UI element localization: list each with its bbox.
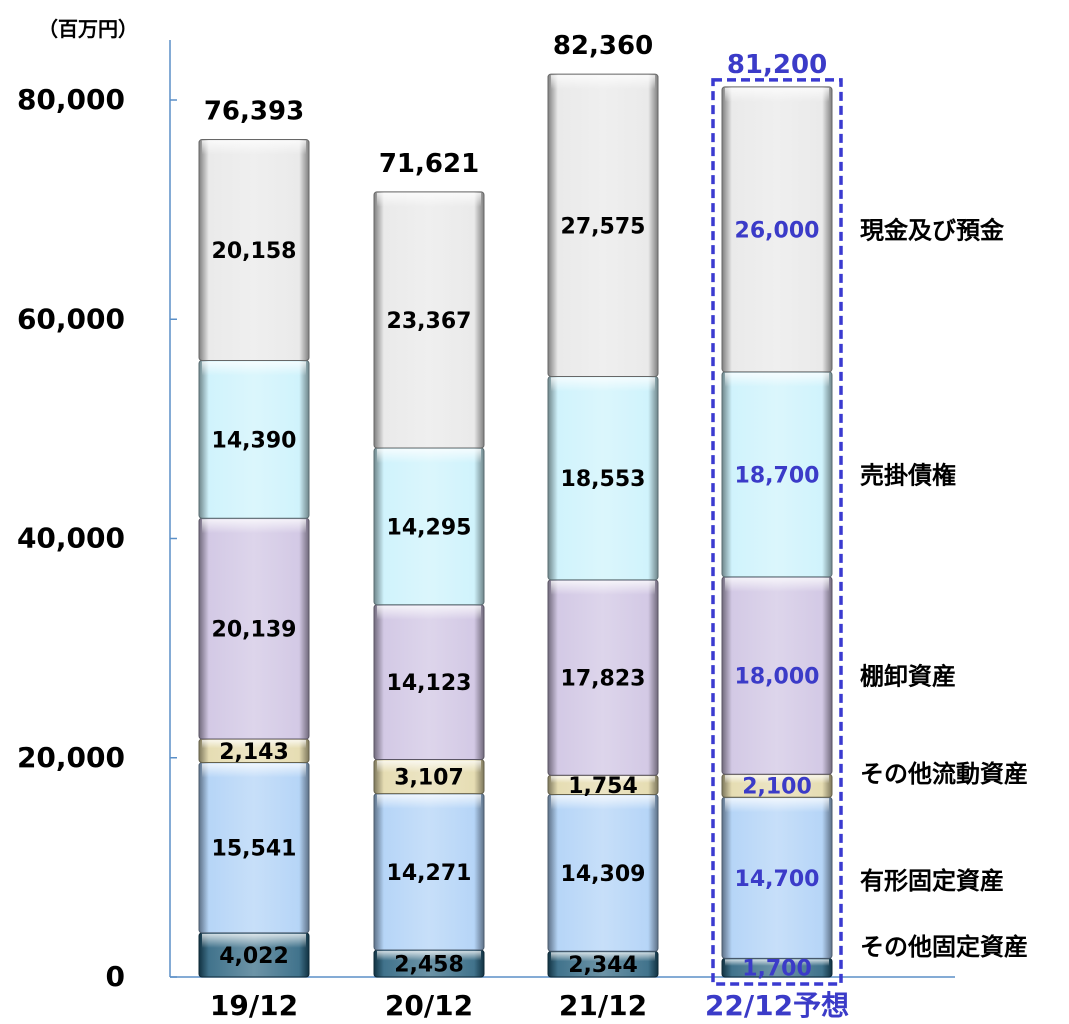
bar-segment-highlight: [377, 760, 481, 773]
segment-value-label: 2,344: [568, 953, 638, 978]
bar-segment: [198, 139, 310, 362]
bar-segment-highlight: [202, 933, 306, 948]
bars: [198, 73, 843, 986]
series-label: 有形固定資産: [860, 867, 1004, 895]
segment-value-label: 18,700: [735, 463, 820, 488]
series-label: その他流動資産: [860, 760, 1028, 788]
category-label: 21/12: [559, 989, 647, 1022]
category-label: 22/12予想: [705, 989, 849, 1022]
category-label: 20/12: [385, 989, 473, 1022]
axes: 0 20,000 40,000 60,000 80,000: [17, 40, 955, 993]
segment-value-label: 1,700: [742, 957, 812, 982]
total-label: 82,360: [553, 31, 653, 61]
bar-segment-highlight: [551, 75, 655, 90]
bar-segment-highlight: [202, 740, 306, 749]
bar-segment-highlight: [725, 959, 829, 966]
segment-value-label: 14,271: [387, 861, 472, 886]
y-tick-label: 20,000: [17, 741, 125, 774]
total-label: 71,621: [379, 149, 479, 179]
bar-segment-highlight: [551, 580, 655, 595]
unit-label: （百万円）: [38, 17, 138, 41]
bar-segment-highlight: [377, 449, 481, 464]
series-label: 現金及び預金: [860, 216, 1005, 244]
bar-segment-highlight: [202, 140, 306, 155]
y-tick-label: 60,000: [17, 302, 125, 335]
bar-segment-highlight: [377, 794, 481, 809]
segment-value-label: 18,000: [735, 665, 820, 690]
segment-value-label: 14,390: [212, 428, 297, 453]
bar-segment-highlight: [551, 377, 655, 392]
bar-segment-highlight: [202, 361, 306, 376]
data-labels: 4,022 15,541 2,143 20,139 14,390 20,158 76,393…: [204, 31, 849, 1022]
series-label: 棚卸資産: [860, 663, 956, 691]
segment-value-label: 2,143: [219, 740, 289, 765]
segment-value-label: 1,754: [568, 774, 638, 799]
bar-segment-highlight: [725, 372, 829, 387]
segment-value-label: 14,295: [387, 515, 472, 540]
bar-segment-highlight: [377, 192, 481, 207]
y-tick-label: 80,000: [17, 83, 125, 116]
series-label: 売掛債権: [860, 461, 956, 489]
series-label: その他固定資産: [860, 933, 1028, 961]
segment-value-label: 15,541: [212, 837, 297, 862]
segment-value-label: 14,700: [735, 867, 820, 892]
bar-segment-highlight: [551, 795, 655, 810]
bar-segment-highlight: [725, 577, 829, 592]
segment-value-label: 26,000: [735, 218, 820, 243]
segment-value-label: 27,575: [561, 214, 646, 239]
segment-value-label: 20,158: [212, 239, 297, 264]
segment-value-label: 14,123: [387, 671, 472, 696]
segment-value-label: 23,367: [387, 309, 472, 334]
segment-value-label: 4,022: [219, 944, 289, 969]
bar-segment-highlight: [725, 87, 829, 102]
segment-value-label: 17,823: [561, 667, 646, 692]
forecast-highlight-border: [711, 78, 843, 986]
segment-value-label: 2,100: [742, 775, 812, 800]
segment-value-label: 20,139: [212, 618, 297, 643]
bar-segment-highlight: [202, 763, 306, 778]
segment-value-label: 2,458: [394, 953, 464, 978]
bar-segment: [547, 73, 659, 377]
category-label: 19/12: [210, 989, 298, 1022]
bar-segment: [373, 191, 485, 449]
segment-value-label: 14,309: [561, 862, 646, 887]
bar-segment-highlight: [551, 776, 655, 783]
bar-segment-highlight: [377, 605, 481, 620]
y-tick-label: 0: [106, 960, 125, 993]
total-label: 76,393: [204, 97, 304, 127]
bar-segment-highlight: [202, 519, 306, 534]
bar-segment-highlight: [725, 775, 829, 784]
bar-segment: [721, 86, 833, 373]
bar-segment-highlight: [377, 951, 481, 961]
y-tick-label: 40,000: [17, 522, 125, 555]
bar-segment-highlight: [551, 952, 655, 962]
bar-segment-highlight: [725, 798, 829, 813]
segment-value-label: 3,107: [394, 766, 464, 791]
segment-value-label: 18,553: [561, 467, 646, 492]
total-label: 81,200: [727, 50, 827, 80]
